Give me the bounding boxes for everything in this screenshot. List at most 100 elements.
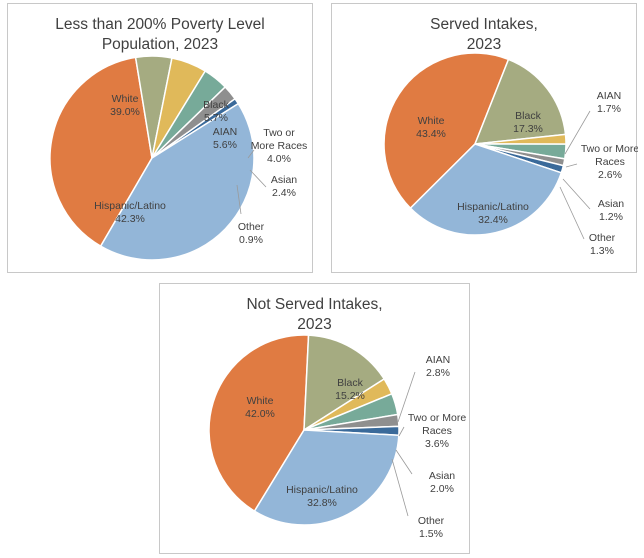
leader-line [397,371,416,423]
leader-line [247,149,255,159]
pie-slice-white [49,56,153,248]
label-value: 15.2% [335,390,365,402]
label-value: 39.0% [110,106,140,118]
label-value: 17.3% [513,123,543,135]
label-value: 42.3% [115,213,145,225]
label-category: Other [238,221,265,233]
label-value: 2.4% [272,187,296,199]
label-category: AIAN [213,126,238,138]
label-category: Two or More [408,412,467,424]
label-category: Asian [271,174,297,186]
pie-slice-hispanic-latino [409,143,563,236]
label-value: 1.7% [597,103,621,115]
label-category: Asian [429,470,455,482]
label-value: 32.4% [478,214,508,226]
leader-line [236,184,242,215]
label-value: 42.0% [245,408,275,420]
label-category: Black [515,110,541,122]
label-category: Other [589,232,616,244]
pie-slice-hispanic-latino [253,429,400,526]
label-value: 1.3% [590,245,614,257]
label-category: White [418,115,445,127]
label-value: 43.4% [416,128,446,140]
leader-line [395,449,413,475]
label-value: 32.8% [307,497,337,509]
pie-slices [49,55,255,261]
label-category: AIAN [597,90,622,102]
chart-title-line-2: 2023 [297,316,332,333]
label-value: 4.0% [267,153,291,165]
pie-slices [383,52,567,236]
pie-slice-black [303,334,386,432]
label-category: Hispanic/Latino [286,484,358,496]
label-category: Races [422,425,452,437]
label-value: 3.6% [425,438,449,450]
label-category: Black [203,99,229,111]
pie-slice-hispanic-latino [99,102,255,261]
leader-line [564,110,591,155]
label-category: Black [337,377,363,389]
pie-slices [208,334,400,526]
label-category: Hispanic/Latino [457,201,529,213]
label-category: Asian [598,198,624,210]
chart-panel-served: Served Intakes, 2023 White 43.4% Black 17.3… [331,3,638,273]
leader-line [565,163,578,168]
pie-slice-black [473,58,567,145]
chart-panel-not-served: Not Served Intakes, 2023 White 42.0% Black… [159,283,470,554]
pie-slice-white [383,52,510,210]
label-value: 2.0% [430,483,454,495]
chart-title-line-2: Population, 2023 [101,36,219,53]
label-category: Other [418,515,445,527]
leader-line [398,426,405,437]
label-value: 2.6% [598,169,622,181]
label-category: Hispanic/Latino [94,200,166,212]
chart-title-line-1: Less than 200% Poverty Level [55,16,265,33]
label-category: Races [595,156,625,168]
label-value: 1.5% [419,528,443,540]
label-category: More Races [251,140,308,152]
label-value: 2.8% [426,367,450,379]
chart-title-line-1: Not Served Intakes, [246,296,383,313]
label-category: Two or More [581,143,638,155]
label-value: 5.6% [213,139,237,151]
label-value: 5.7% [204,112,228,124]
label-value: 0.9% [239,234,263,246]
chart-title-line-1: Served Intakes, [430,16,538,33]
leader-line [562,178,591,210]
chart-panel-poverty: Less than 200% Poverty Level Population,… [7,3,313,273]
pie-slice-white [208,334,310,513]
label-category: Two or [263,127,295,139]
label-category: AIAN [426,354,451,366]
label-category: White [247,395,274,407]
chart-title-line-2: 2023 [466,36,502,53]
label-value: 1.2% [599,211,623,223]
leader-line [391,458,409,517]
label-category: White [112,93,139,105]
leader-line [559,186,585,240]
leader-line [249,169,267,188]
